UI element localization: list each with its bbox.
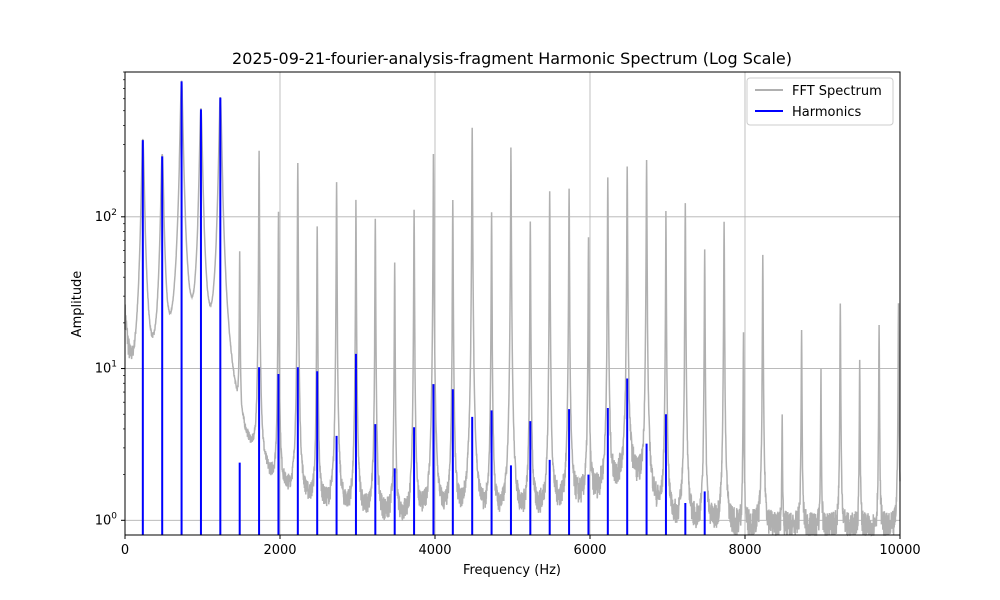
x-tick-label-0: 0: [121, 543, 129, 558]
chart-title: 2025-09-21-fourier-analysis-fragment Har…: [232, 49, 792, 68]
harmonics-series: [141, 81, 706, 535]
legend: FFT Spectrum Harmonics: [746, 77, 894, 126]
x-tick-label-4: 8000: [728, 543, 761, 558]
x-tick-label-1: 2000: [263, 543, 296, 558]
y-axis-label: Amplitude: [70, 271, 85, 338]
x-tick-label-2: 4000: [418, 543, 451, 558]
legend-box: [746, 77, 894, 126]
x-tick-label-5: 10000: [879, 543, 920, 558]
y-axis-ticks: 100 101 102: [95, 71, 125, 528]
fft-spectrum-series: [124, 80, 901, 537]
y-tick-label-1: 101: [95, 360, 117, 377]
legend-label-harmonics: Harmonics: [792, 105, 861, 120]
x-axis-ticks: 0 2000 4000 6000 8000 10000: [121, 535, 921, 558]
fft-spectrum-line: [124, 80, 901, 537]
legend-label-fft-spectrum: FFT Spectrum: [792, 84, 882, 99]
x-axis-label: Frequency (Hz): [463, 563, 561, 578]
x-tick-label-3: 6000: [573, 543, 606, 558]
y-tick-label-2: 102: [95, 208, 117, 225]
plot-frame: [124, 71, 901, 536]
y-tick-label-0: 100: [95, 511, 118, 528]
